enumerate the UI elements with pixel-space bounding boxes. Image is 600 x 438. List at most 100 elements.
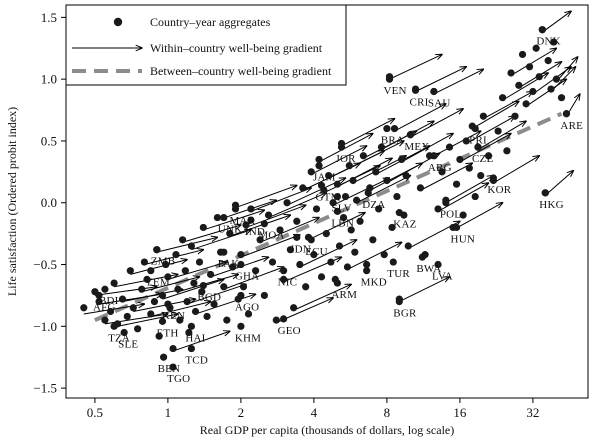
data-point bbox=[280, 315, 288, 323]
data-point bbox=[339, 213, 348, 222]
within-country-arrow bbox=[229, 215, 291, 237]
data-point bbox=[359, 152, 367, 160]
data-point bbox=[356, 217, 364, 225]
country-label: SLV bbox=[331, 203, 351, 215]
data-point bbox=[375, 205, 383, 213]
within-country-arrow bbox=[268, 193, 327, 219]
data-point bbox=[349, 176, 357, 185]
data-point bbox=[169, 363, 177, 371]
data-point bbox=[404, 242, 412, 250]
data-point bbox=[153, 246, 161, 254]
country-label: YEM bbox=[145, 277, 170, 289]
data-point bbox=[479, 112, 487, 120]
country-label: IDN bbox=[291, 243, 311, 255]
country-label: GHA bbox=[235, 271, 259, 283]
within-country-arrow bbox=[141, 277, 200, 293]
data-point bbox=[525, 63, 534, 71]
within-country-arrow bbox=[483, 92, 532, 120]
data-point bbox=[256, 236, 264, 244]
data-point bbox=[434, 260, 442, 269]
data-point bbox=[347, 226, 355, 234]
country-label: MAR bbox=[229, 215, 255, 227]
data-point bbox=[237, 260, 245, 269]
within-country-arrow bbox=[349, 141, 404, 169]
country-label: CZE bbox=[472, 153, 493, 165]
data-point bbox=[456, 155, 464, 164]
within-country-arrow bbox=[544, 171, 573, 196]
within-country-arrow bbox=[156, 237, 218, 253]
data-point bbox=[302, 283, 310, 291]
within-country-arrow bbox=[167, 262, 227, 280]
data-point bbox=[333, 180, 341, 188]
country-label: KEN bbox=[162, 310, 185, 322]
within-country-arrow bbox=[472, 101, 519, 130]
data-point bbox=[187, 242, 196, 250]
country-label: TUR bbox=[387, 268, 410, 280]
data-point bbox=[406, 131, 414, 139]
within-country-arrow bbox=[510, 48, 556, 76]
within-country-arrow bbox=[182, 225, 241, 243]
within-country-arrow bbox=[394, 104, 446, 132]
data-point bbox=[199, 223, 207, 232]
data-point bbox=[335, 242, 344, 250]
data-point bbox=[430, 87, 438, 96]
within-country-arrow bbox=[410, 109, 463, 138]
country-label: VEN bbox=[383, 85, 406, 97]
country-label: ARG bbox=[428, 162, 452, 174]
data-point bbox=[220, 283, 228, 291]
data-point bbox=[242, 221, 250, 229]
data-point bbox=[363, 260, 371, 269]
data-point bbox=[226, 230, 234, 238]
within-country-arrow bbox=[245, 205, 306, 228]
country-label: ARE bbox=[560, 120, 583, 132]
data-point bbox=[327, 258, 335, 266]
within-country-arrow bbox=[162, 279, 223, 300]
data-point bbox=[322, 230, 330, 238]
data-point bbox=[484, 152, 493, 160]
data-point bbox=[95, 291, 103, 300]
data-point bbox=[363, 267, 371, 275]
data-point bbox=[110, 279, 118, 287]
within-country-arrow bbox=[318, 134, 373, 163]
y-tick-label: 0.0 bbox=[41, 195, 57, 210]
within-country-arrow bbox=[493, 156, 539, 184]
country-label: BWA bbox=[416, 263, 441, 275]
data-point bbox=[198, 288, 206, 296]
data-point bbox=[489, 174, 498, 182]
country-label: MEX bbox=[404, 141, 429, 153]
data-point bbox=[315, 162, 323, 170]
data-point bbox=[494, 127, 502, 135]
data-point bbox=[333, 279, 341, 287]
data-point bbox=[210, 300, 218, 308]
legend-box bbox=[65, 4, 347, 86]
within-country-arrow bbox=[477, 121, 526, 151]
data-point bbox=[445, 143, 454, 151]
country-label: UNK bbox=[218, 224, 242, 236]
country-label: ETH bbox=[156, 327, 178, 339]
within-country-arrow bbox=[445, 176, 494, 204]
data-point bbox=[459, 211, 467, 219]
country-label: SAU bbox=[428, 98, 451, 110]
data-point bbox=[280, 275, 288, 283]
data-point bbox=[333, 192, 341, 201]
country-label: LBN bbox=[331, 217, 354, 229]
data-point bbox=[176, 316, 184, 324]
data-point bbox=[158, 291, 167, 300]
data-point bbox=[477, 171, 485, 180]
legend-label-between: Between–country well-being gradient bbox=[150, 64, 332, 78]
y-tick-label: 1.0 bbox=[41, 72, 57, 87]
data-point bbox=[220, 248, 228, 256]
data-point bbox=[398, 155, 406, 164]
within-country-arrow bbox=[177, 274, 238, 293]
within-country-arrow bbox=[401, 134, 453, 163]
country-label: MOA bbox=[258, 230, 284, 242]
country-label: PRI bbox=[469, 135, 487, 147]
within-country-arrow bbox=[420, 163, 472, 191]
data-point bbox=[244, 310, 253, 318]
data-point bbox=[351, 248, 359, 256]
data-point bbox=[465, 164, 473, 172]
data-point bbox=[452, 223, 461, 232]
y-axis-title: Life satisfaction (Ordered probit index) bbox=[5, 107, 19, 296]
data-point bbox=[452, 180, 461, 188]
within-country-arrow bbox=[250, 188, 311, 212]
